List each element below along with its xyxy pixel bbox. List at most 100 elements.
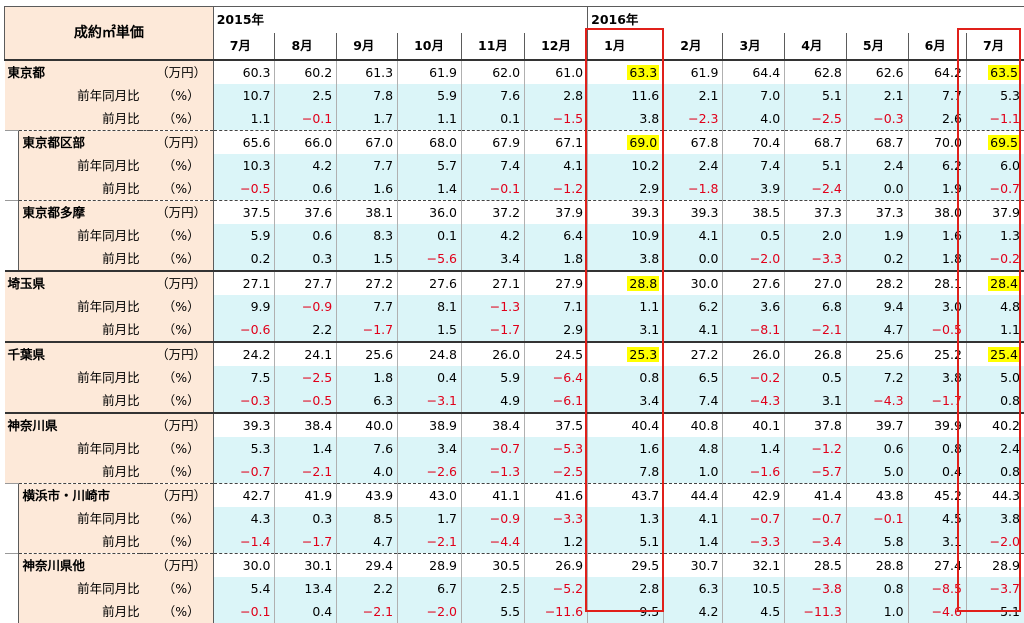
value-cell: −4.3: [846, 389, 908, 413]
value-text: 1.6: [373, 181, 393, 196]
value-text: 7.7: [942, 88, 962, 103]
value-text: −2.3: [688, 111, 718, 126]
value-cell: 7.8: [337, 84, 398, 107]
value-text: 2.5: [500, 581, 520, 596]
unit-label: （万円）: [150, 60, 214, 84]
value-text: 24.8: [429, 347, 457, 362]
value-text: 69.0: [627, 135, 659, 150]
value-cell: −4.4: [462, 530, 525, 554]
value-cell: 3.9: [723, 177, 785, 201]
value-cell: 28.8: [588, 271, 664, 295]
value-text: −3.4: [812, 534, 842, 549]
value-cell: 27.0: [785, 271, 847, 295]
unit-label: （%）: [150, 389, 214, 413]
value-cell: 39.3: [588, 201, 664, 225]
value-text: 37.3: [814, 205, 842, 220]
value-cell: 7.5: [213, 366, 275, 389]
value-text: 37.3: [876, 205, 904, 220]
value-cell: 2.5: [462, 577, 525, 600]
value-cell: 3.8: [588, 107, 664, 131]
value-cell: 0.5: [723, 224, 785, 247]
value-cell: 0.0: [664, 247, 723, 271]
value-text: 5.0: [884, 464, 904, 479]
value-text: 1.5: [373, 251, 393, 266]
value-text: −2.0: [427, 604, 457, 619]
value-cell: 6.3: [337, 389, 398, 413]
value-cell: 37.5: [213, 201, 275, 225]
value-cell: −8.1: [723, 318, 785, 342]
label-spacer: [140, 131, 150, 155]
value-text: 2.4: [699, 158, 719, 173]
value-text: −0.2: [990, 251, 1020, 266]
region-name: 東京都: [5, 60, 140, 84]
value-text: −4.6: [932, 604, 962, 619]
value-cell: −6.4: [525, 366, 588, 389]
value-cell: 67.9: [462, 131, 525, 155]
value-cell: −1.3: [462, 295, 525, 318]
value-cell: 5.9: [213, 224, 275, 247]
value-cell: 6.4: [525, 224, 588, 247]
value-cell: 9.4: [846, 295, 908, 318]
value-text: −1.8: [688, 181, 718, 196]
row-label: 前年同月比: [19, 224, 150, 247]
value-cell: 6.7: [398, 577, 462, 600]
value-cell: −1.7: [337, 318, 398, 342]
value-cell: 32.1: [723, 554, 785, 578]
value-cell: 3.1: [908, 530, 966, 554]
row-label: 前年同月比: [19, 154, 150, 177]
value-cell: 27.6: [398, 271, 462, 295]
value-text: 9.4: [884, 299, 904, 314]
value-text: −0.1: [873, 511, 903, 526]
value-text: 7.8: [639, 464, 659, 479]
value-cell: −0.6: [213, 318, 275, 342]
value-cell: 1.7: [398, 507, 462, 530]
value-cell: 2.1: [664, 84, 723, 107]
month-header: 6月: [908, 33, 966, 60]
value-cell: −1.8: [664, 177, 723, 201]
year-2015-label: 2015年: [213, 7, 587, 34]
value-text: 28.9: [992, 558, 1020, 573]
value-cell: 28.5: [785, 554, 847, 578]
value-cell: 39.9: [908, 413, 966, 437]
value-text: 2.0: [822, 228, 842, 243]
value-cell: 4.1: [664, 507, 723, 530]
month-header: 7月: [213, 33, 275, 60]
value-text: 3.6: [760, 299, 780, 314]
value-text: 4.0: [760, 111, 780, 126]
indent-spacer: [5, 247, 19, 271]
value-text: −0.5: [240, 181, 270, 196]
row-label: 前月比: [19, 247, 150, 271]
value-cell: 1.4: [664, 530, 723, 554]
value-cell: 6.8: [785, 295, 847, 318]
value-cell: 3.1: [588, 318, 664, 342]
value-cell: 13.4: [275, 577, 337, 600]
value-cell: −8.5: [908, 577, 966, 600]
value-text: 30.0: [243, 558, 271, 573]
label-spacer: [140, 484, 150, 508]
value-cell: −4.6: [908, 600, 966, 623]
value-cell: −2.1: [398, 530, 462, 554]
value-text: 27.7: [304, 276, 332, 291]
value-cell: 6.5: [664, 366, 723, 389]
value-text: 7.8: [373, 88, 393, 103]
value-text: 5.1: [822, 158, 842, 173]
value-text: 4.1: [699, 511, 719, 526]
value-cell: 68.7: [846, 131, 908, 155]
value-cell: 3.4: [398, 437, 462, 460]
unit-label: （%）: [150, 295, 214, 318]
unit-label: （万円）: [150, 201, 214, 225]
value-text: 8.3: [373, 228, 393, 243]
value-text: 6.0: [1000, 158, 1020, 173]
unit-label: （%）: [150, 154, 214, 177]
region-name: 千葉県: [5, 342, 140, 366]
value-text: −0.7: [990, 181, 1020, 196]
value-text: 28.9: [429, 558, 457, 573]
region-name: 埼玉県: [5, 271, 140, 295]
value-cell: −0.1: [846, 507, 908, 530]
value-text: 5.9: [251, 228, 271, 243]
value-text: 67.0: [365, 135, 393, 150]
value-cell: 24.8: [398, 342, 462, 366]
